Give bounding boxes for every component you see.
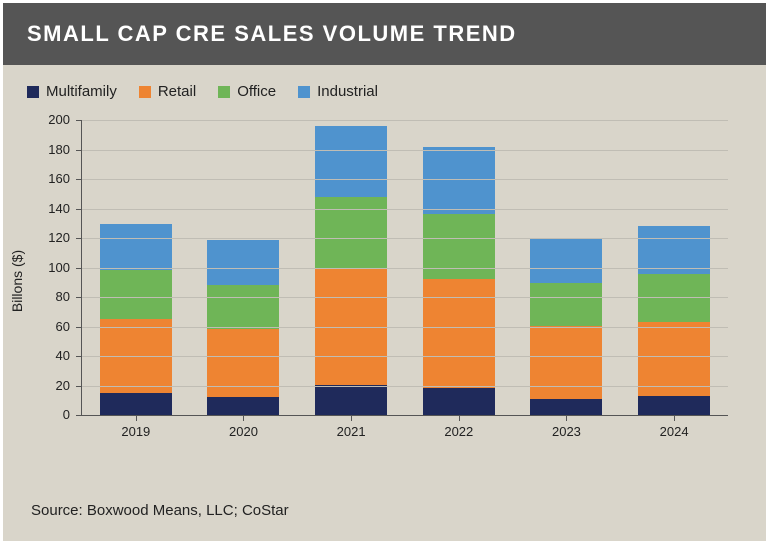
bar-segment xyxy=(423,214,495,279)
x-tick-mark xyxy=(243,415,244,421)
bar-segment xyxy=(207,397,279,415)
x-tick-label: 2019 xyxy=(121,424,150,439)
bar-segment xyxy=(423,279,495,389)
legend: Multifamily Retail Office Industrial xyxy=(3,65,766,108)
x-tick-label: 2020 xyxy=(229,424,258,439)
x-tick-label: 2022 xyxy=(444,424,473,439)
bar-segment xyxy=(207,329,279,397)
bar-column: 2024 xyxy=(638,226,710,415)
chart-area: Billons ($) 201920202021202220232024 020… xyxy=(31,116,738,446)
x-tick-label: 2021 xyxy=(337,424,366,439)
figure-container: SMALL CAP CRE SALES VOLUME TREND Multifa… xyxy=(0,0,769,544)
bar-segment xyxy=(530,399,602,415)
bar-segment xyxy=(423,388,495,415)
y-tick-label: 100 xyxy=(48,260,70,275)
bar-segment xyxy=(530,283,602,326)
y-tick-label: 160 xyxy=(48,171,70,186)
source-attribution: Source: Boxwood Means, LLC; CoStar xyxy=(31,502,289,519)
legend-label: Multifamily xyxy=(46,83,117,100)
y-tick-label: 120 xyxy=(48,230,70,245)
bar-column: 2021 xyxy=(315,126,387,415)
legend-swatch xyxy=(27,86,39,98)
bar-segment xyxy=(100,393,172,415)
x-tick-mark xyxy=(674,415,675,421)
gridline xyxy=(82,238,728,239)
y-tick-label: 140 xyxy=(48,201,70,216)
gridline xyxy=(82,209,728,210)
x-tick-label: 2024 xyxy=(660,424,689,439)
gridline xyxy=(82,327,728,328)
y-tick-label: 180 xyxy=(48,142,70,157)
x-tick-mark xyxy=(136,415,137,421)
y-tick-label: 20 xyxy=(56,378,70,393)
gridline xyxy=(82,120,728,121)
y-tick-label: 60 xyxy=(56,319,70,334)
y-tick-label: 200 xyxy=(48,112,70,127)
bar-segment xyxy=(207,285,279,329)
legend-item: Industrial xyxy=(298,83,378,100)
legend-label: Industrial xyxy=(317,83,378,100)
gridline xyxy=(82,386,728,387)
legend-item: Multifamily xyxy=(27,83,117,100)
x-tick-mark xyxy=(351,415,352,421)
x-tick-mark xyxy=(459,415,460,421)
legend-label: Office xyxy=(237,83,276,100)
bar-segment xyxy=(100,270,172,319)
x-tick-mark xyxy=(566,415,567,421)
gridline xyxy=(82,268,728,269)
x-tick-label: 2023 xyxy=(552,424,581,439)
y-tick-label: 80 xyxy=(56,289,70,304)
bar-segment xyxy=(315,126,387,197)
header-bar: SMALL CAP CRE SALES VOLUME TREND xyxy=(3,3,766,65)
bar-segment xyxy=(638,274,710,321)
y-tick-label: 0 xyxy=(63,407,70,422)
bar-segment xyxy=(207,240,279,284)
gridline xyxy=(82,356,728,357)
legend-item: Office xyxy=(218,83,276,100)
bar-segment xyxy=(315,385,387,415)
chart-title: SMALL CAP CRE SALES VOLUME TREND xyxy=(27,21,742,47)
bar-column: 2022 xyxy=(423,147,495,415)
plot-region: 201920202021202220232024 020406080100120… xyxy=(81,120,728,416)
gridline xyxy=(82,297,728,298)
bar-segment xyxy=(638,396,710,415)
legend-swatch xyxy=(218,86,230,98)
gridline xyxy=(82,150,728,151)
legend-swatch xyxy=(298,86,310,98)
y-axis-label: Billons ($) xyxy=(9,250,25,312)
bar-segment xyxy=(530,239,602,283)
bar-segment xyxy=(530,326,602,399)
y-tick-label: 40 xyxy=(56,348,70,363)
gridline xyxy=(82,179,728,180)
bar-segment xyxy=(423,147,495,214)
bar-segment xyxy=(100,224,172,270)
legend-label: Retail xyxy=(158,83,196,100)
legend-item: Retail xyxy=(139,83,196,100)
legend-swatch xyxy=(139,86,151,98)
